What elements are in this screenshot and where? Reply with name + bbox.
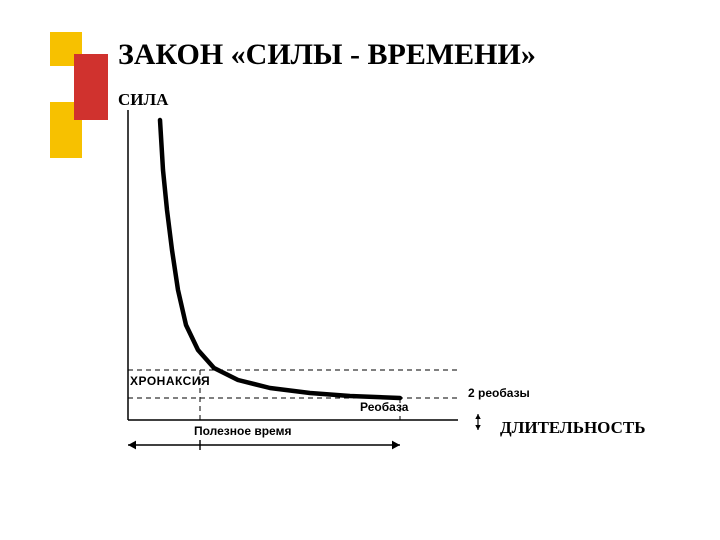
strength-duration-chart: [0, 0, 720, 540]
